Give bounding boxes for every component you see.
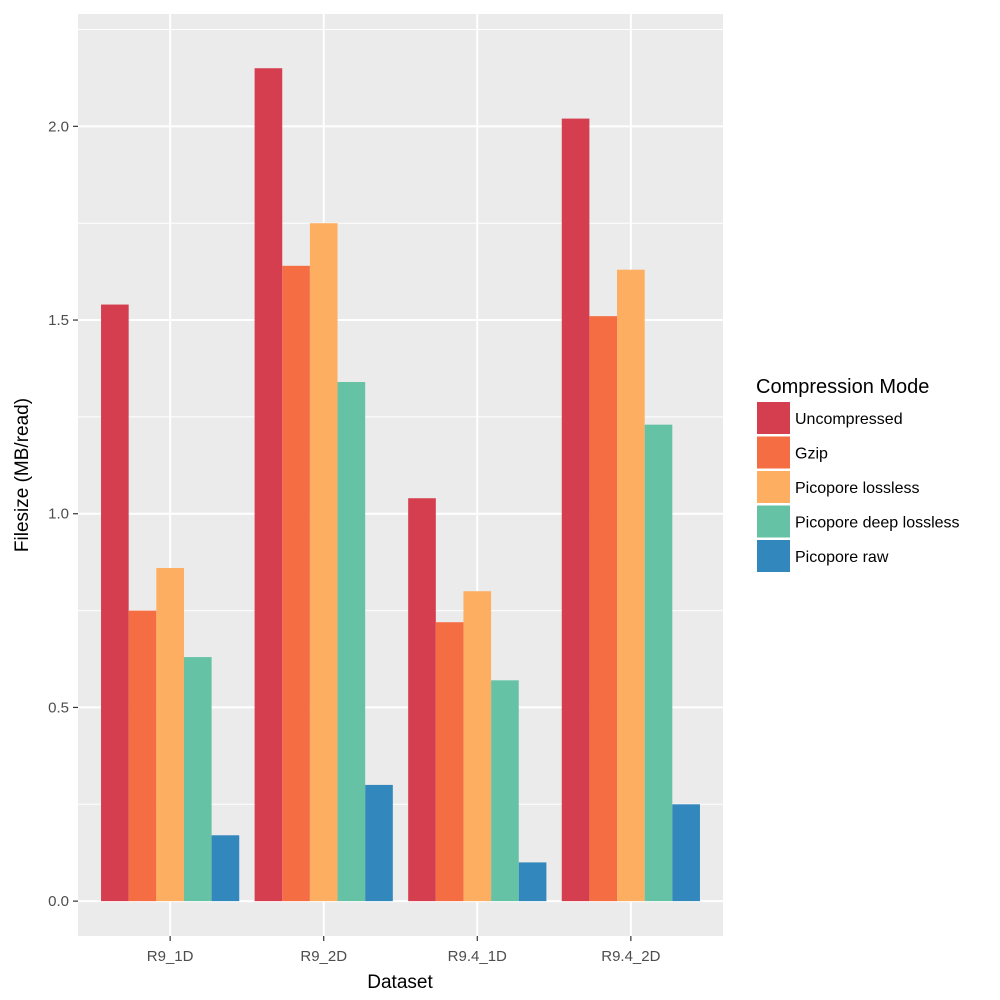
bar xyxy=(463,591,492,902)
bar xyxy=(644,424,673,902)
bar xyxy=(491,680,519,902)
legend-label: Uncompressed xyxy=(795,411,903,428)
y-tick-label: 0.5 xyxy=(48,699,69,716)
legend-label: Picopore raw xyxy=(795,549,889,566)
legend-label: Picopore lossless xyxy=(795,480,920,497)
legend-key xyxy=(757,540,790,572)
x-axis-ticks: R9_1D R9_2D R9.4_1D R9.4_2D xyxy=(147,936,661,965)
x-tick-label: R9_2D xyxy=(300,948,347,965)
x-tick-label: R9_1D xyxy=(147,948,194,965)
y-axis-ticks: 0.0 0.5 1.0 1.5 2.0 xyxy=(48,118,78,910)
bar xyxy=(183,657,212,902)
bar xyxy=(617,269,645,902)
bar xyxy=(365,784,393,902)
x-tick-label: R9.4_2D xyxy=(601,948,660,965)
bar xyxy=(435,622,464,902)
bar xyxy=(309,223,338,902)
bar xyxy=(589,316,618,902)
legend-key xyxy=(757,471,790,503)
legend-label: Gzip xyxy=(795,446,828,463)
bars xyxy=(101,68,700,902)
y-axis-title: Filesize (MB/read) xyxy=(12,398,33,552)
y-tick-label: 1.5 xyxy=(48,312,69,329)
bar xyxy=(282,265,310,902)
legend-title: Compression Mode xyxy=(756,376,929,398)
legend-key xyxy=(757,505,790,538)
bar xyxy=(101,304,129,902)
x-axis-title: Dataset xyxy=(367,972,433,993)
y-tick-label: 0.0 xyxy=(48,893,69,910)
legend: Compression Mode Uncompressed Gzip Picopor… xyxy=(756,376,960,572)
bar xyxy=(672,804,700,902)
bar xyxy=(128,610,157,902)
bar xyxy=(337,382,366,902)
bar xyxy=(561,118,590,902)
legend-key xyxy=(757,402,790,434)
legend-label: Picopore deep lossless xyxy=(795,515,960,532)
x-tick-label: R9.4_1D xyxy=(448,948,507,965)
bar xyxy=(211,835,240,902)
legend-key xyxy=(757,436,790,469)
bar xyxy=(408,498,436,902)
y-tick-label: 1.0 xyxy=(48,506,69,523)
bar xyxy=(518,862,547,902)
y-tick-label: 2.0 xyxy=(48,118,69,135)
bar xyxy=(156,567,184,902)
bar xyxy=(254,68,283,902)
